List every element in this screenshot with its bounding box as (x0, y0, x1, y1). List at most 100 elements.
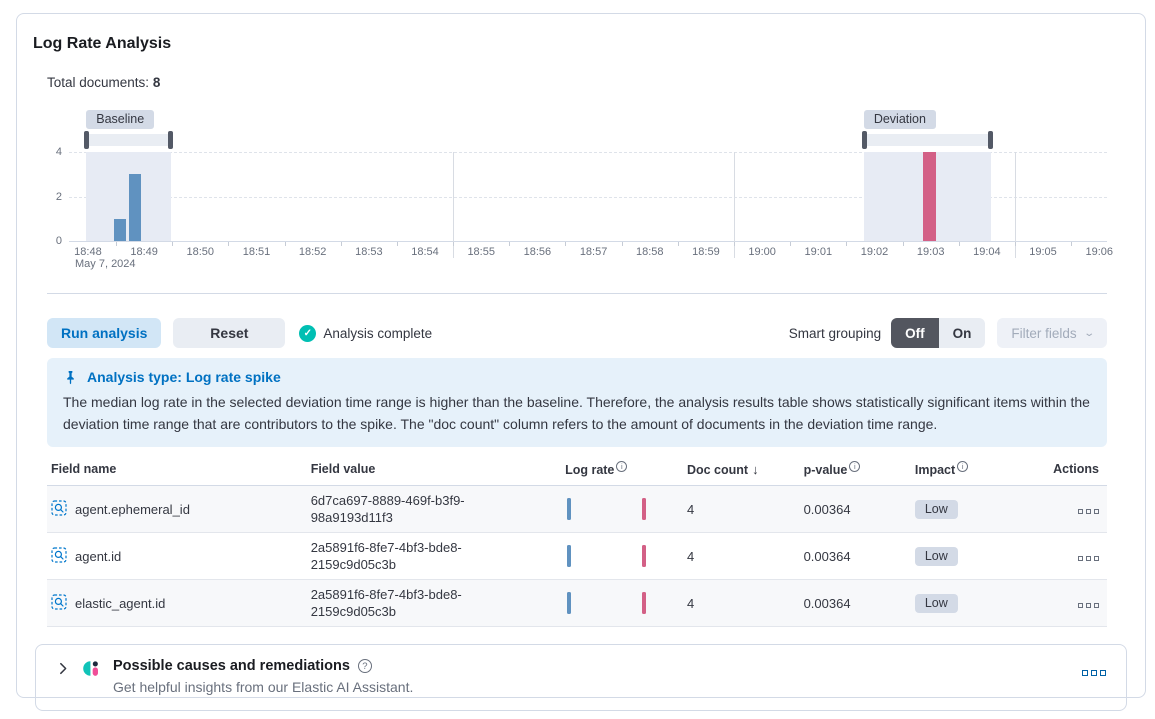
deviation-brush-handle[interactable] (988, 131, 994, 149)
y-axis-label: 2 (55, 191, 62, 203)
baseline-range-badge: Baseline (86, 110, 155, 129)
callout-title-text: Analysis type: Log rate spike (87, 369, 281, 385)
baseline-brush-handle[interactable] (167, 131, 173, 149)
deviation-bar (922, 152, 936, 241)
check-icon: ✓ (299, 324, 317, 342)
possible-causes-panel: Possible causes and remediations ? Get h… (35, 644, 1127, 712)
field-value: 2a5891f6-8fe7-4bf3-bde8-2159c9d05c3b (310, 587, 462, 620)
run-analysis-button[interactable]: Run analysis (47, 318, 162, 348)
axis-tick (284, 242, 286, 246)
axis-tick (958, 242, 960, 246)
field-search-icon[interactable] (51, 547, 67, 566)
table-body: agent.ephemeral_id 6d7ca697-8889-469f-b3f… (47, 485, 1107, 628)
results-table: Field name Field value Log rate i Doc cou… (47, 457, 1107, 628)
axis-tick (846, 242, 848, 246)
baseline-brush-handle[interactable] (84, 131, 90, 149)
x-axis: 18:48 18:49 18:50 18:51 18:52 18:53 18:54 18:55… (69, 242, 1113, 272)
axis-tick (902, 242, 904, 246)
header-field-value[interactable]: Field value (306, 457, 562, 487)
y-axis-label: 4 (55, 146, 62, 158)
header-impact[interactable]: Impact i (910, 457, 1044, 487)
x-axis-label: 18:50 (186, 246, 215, 258)
causes-subtitle: Get helpful insights from our Elastic AI… (113, 679, 414, 696)
total-documents: Total documents: 8 (47, 75, 1107, 90)
baseline-minibar (567, 498, 572, 521)
axis-tick (228, 242, 230, 246)
chart-brush-area: Baseline Deviation (69, 110, 1107, 152)
elastic-ai-assistant-icon (83, 660, 100, 682)
x-axis-label: 18:52 (298, 246, 327, 258)
x-axis-label: 19:01 (804, 246, 833, 258)
axis-tick (116, 242, 118, 246)
smart-grouping-on-button[interactable]: On (938, 318, 986, 348)
baseline-bar (113, 218, 126, 241)
table-row: elastic_agent.id 2a5891f6-8fe7-4bf3-bde8-… (47, 579, 1107, 628)
gridline (734, 152, 736, 258)
section-divider (47, 293, 1107, 294)
smart-grouping-off-button[interactable]: Off (891, 318, 939, 348)
filter-fields-label: Filter fields (1011, 325, 1077, 341)
axis-tick (453, 242, 455, 246)
causes-actions-button[interactable] (1082, 670, 1106, 677)
x-axis-label: 18:54 (411, 246, 439, 258)
help-icon: ? (357, 659, 372, 674)
histogram-plot (69, 152, 1107, 258)
x-axis-label: 18:48 (74, 246, 102, 258)
field-search-icon[interactable] (51, 594, 67, 613)
expand-chevron-icon[interactable] (56, 661, 70, 676)
deviation-brush-handle[interactable] (861, 131, 867, 149)
log-rate-sparkline (565, 590, 675, 616)
header-p-value[interactable]: p-value i (799, 457, 911, 487)
analysis-status: ✓ Analysis complete (299, 324, 432, 342)
field-value: 2a5891f6-8fe7-4bf3-bde8-2159c9d05c3b (310, 540, 462, 573)
gridline (453, 152, 455, 258)
header-field-name[interactable]: Field name (47, 457, 307, 487)
axis-tick (790, 242, 792, 246)
table-row: agent.id 2a5891f6-8fe7-4bf3-bde8-2159c9d0… (47, 532, 1107, 581)
x-axis-label: 18:57 (579, 246, 608, 258)
baseline-minibar (567, 592, 572, 615)
y-axis: 4 2 0 (47, 146, 69, 247)
p-value: 0.00364 (799, 485, 911, 534)
filter-fields-button[interactable]: Filter fields ⌄ (997, 318, 1107, 348)
causes-title: Possible causes and remediations (113, 658, 350, 675)
row-actions-button[interactable] (1078, 602, 1099, 608)
header-log-rate[interactable]: Log rate i (561, 457, 683, 487)
table-row: agent.ephemeral_id 6d7ca697-8889-469f-b3f… (47, 485, 1107, 534)
x-axis-label: 19:06 (1085, 246, 1113, 258)
y-axis-label: 0 (55, 235, 62, 247)
axis-tick (621, 242, 623, 246)
x-axis-label: 19:03 (916, 246, 945, 258)
gridline (69, 197, 1107, 198)
impact-badge: Low (914, 593, 958, 613)
impact-badge: Low (914, 499, 958, 519)
row-actions-button[interactable] (1078, 555, 1099, 561)
log-rate-sparkline (565, 496, 675, 522)
info-icon: i (957, 461, 969, 472)
baseline-brush[interactable] (84, 131, 173, 149)
axis-tick (1071, 242, 1073, 246)
x-axis-label: 18:56 (523, 246, 552, 258)
info-icon: i (849, 461, 861, 472)
log-rate-analysis-panel: Log Rate Analysis Total documents: 8 Bas… (16, 13, 1146, 712)
axis-tick (677, 242, 679, 246)
header-doc-count[interactable]: Doc count ↓ (682, 457, 800, 487)
x-axis-label: 18:59 (692, 246, 720, 258)
field-name-value: elastic_agent.id (75, 595, 166, 611)
pin-icon (63, 370, 78, 385)
field-search-icon[interactable] (51, 500, 67, 519)
deviation-brush[interactable] (861, 131, 994, 149)
doc-count-value: 4 (682, 485, 800, 534)
analysis-type-callout: Analysis type: Log rate spike The median… (47, 358, 1107, 447)
smart-grouping-label: Smart grouping (788, 325, 882, 341)
x-axis-label: 18:49 (130, 246, 158, 258)
baseline-bar (128, 174, 141, 241)
reset-button[interactable]: Reset (173, 318, 286, 348)
doc-count-value: 4 (682, 532, 800, 581)
total-documents-value: 8 (152, 75, 161, 90)
row-actions-button[interactable] (1078, 508, 1099, 514)
p-value: 0.00364 (799, 532, 911, 581)
p-value: 0.00364 (799, 579, 911, 628)
header-actions: Actions (1043, 457, 1107, 487)
axis-tick (509, 242, 511, 246)
